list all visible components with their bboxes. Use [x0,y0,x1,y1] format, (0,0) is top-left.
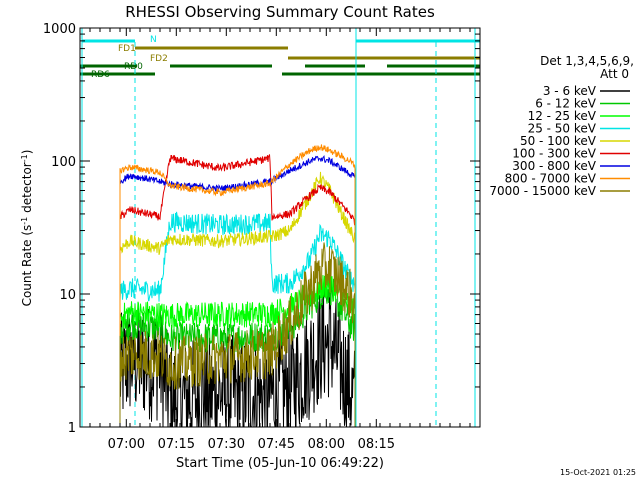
series-line [119,154,356,427]
axes: 07:00 07:15 07:30 07:45 08:00 08:15 1 10 100 1000 [43,22,481,452]
flag-bars: N FD1 FD2 RD0 RD6 [80,35,480,80]
x-tick-label: 08:00 [308,437,345,452]
legend-label: 6 - 12 keV [535,97,597,111]
y-axis-label-part: detector [20,162,34,217]
legend-label: 12 - 25 keV [528,109,597,123]
flag-bar-label: RD6 [91,70,110,80]
flag-bar-label: N [150,35,157,45]
x-axis-label: Start Time (05-Jun-10 06:49:22) [176,456,384,471]
legend-label: 25 - 50 keV [528,122,597,136]
series-line [119,154,356,427]
series-lines [119,144,356,428]
series-line [119,242,356,427]
x-tick-label: 07:45 [258,437,295,452]
chart-title: RHESSI Observing Summary Count Rates [125,3,435,21]
y-axis-label-sup: -1 [20,154,29,162]
night-markers [81,28,476,427]
y-axis-label-part: ) [20,150,34,155]
flag-bar-label: RD0 [124,62,143,72]
flag-bar-label: FD2 [150,54,168,64]
x-tick-label: 07:30 [208,437,245,452]
y-tick-label: 10 [59,288,76,303]
legend-label: 800 - 7000 keV [505,172,597,186]
y-tick-label: 1 [68,421,76,436]
series-line [119,171,356,427]
timestamp: 15-Oct-2021 01:25 [560,468,636,477]
legend-label: 3 - 6 keV [543,84,597,98]
y-axis-label-sup: -1 [20,217,29,225]
series-line [119,270,356,427]
legend-label: 100 - 300 keV [512,147,596,161]
legend-label: 7000 - 15000 keV [489,184,596,198]
legend-label: 300 - 800 keV [512,159,596,173]
legend-label: 50 - 100 keV [520,134,597,148]
legend-header: Att 0 [600,67,629,81]
y-tick-label: 1000 [43,22,76,37]
series-line [119,144,356,427]
flag-bar-label: FD1 [118,44,136,54]
y-axis-label-part: Count Rate (s [20,225,34,307]
legend-header: Det 1,3,4,5,6,9, [540,54,634,68]
y-axis-label: Count Rate (s-1 detector-1) [20,150,35,307]
series-line [119,211,356,427]
x-tick-label: 08:15 [358,437,395,452]
y-tick-label: 100 [51,155,76,170]
x-tick-label: 07:00 [108,437,145,452]
x-tick-label: 07:15 [158,437,195,452]
